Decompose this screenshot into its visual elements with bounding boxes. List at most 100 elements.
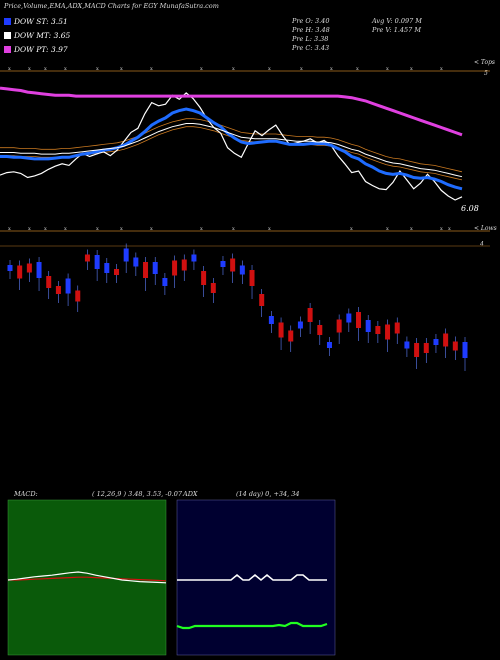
low-tick-mark: x [268, 226, 271, 232]
low-tick-mark: x [44, 226, 47, 232]
candle-down [336, 319, 342, 333]
tops-label: < Tops [474, 59, 496, 66]
candle-up [152, 262, 158, 274]
top-tick-mark: x [410, 66, 413, 72]
low-tick-mark: x [120, 226, 123, 232]
low-tick-mark: x [28, 226, 31, 232]
candle-down [375, 326, 381, 334]
low-tick-mark: x [150, 226, 153, 232]
candle-up [94, 255, 100, 269]
candle-down [201, 271, 207, 285]
top-tick-mark: x [330, 66, 333, 72]
candle-up [326, 342, 332, 348]
candle-down [452, 341, 458, 351]
top-tick-mark: x [300, 66, 303, 72]
legend-swatch [4, 32, 11, 39]
candle-down [17, 265, 23, 279]
adx-label: ADX [183, 490, 198, 498]
legend-swatch [4, 18, 11, 25]
top-tick-mark: x [44, 66, 47, 72]
candle-down [317, 325, 323, 335]
macd-label: MACD: [14, 490, 38, 498]
adx-params: (14 day) 0, +34, 34 [236, 490, 300, 498]
candle-down [55, 286, 61, 294]
low-tick-mark: x [64, 226, 67, 232]
candle-up [36, 262, 42, 278]
low-tick-mark: x [232, 226, 235, 232]
top-tick-mark: x [268, 66, 271, 72]
low-tick-mark: x [8, 226, 11, 232]
candle-up [65, 278, 71, 294]
candle-down [84, 254, 90, 262]
low-tick-mark: x [410, 226, 413, 232]
candle-up [462, 342, 468, 358]
adx-line [177, 574, 327, 581]
candle-down [249, 270, 255, 286]
candle-down [356, 312, 362, 328]
top-tick-mark: x [356, 66, 359, 72]
candle-down [46, 276, 52, 288]
adx-panel-bg [176, 499, 336, 656]
candle-down [181, 259, 187, 271]
top-tick-mark: x [64, 66, 67, 72]
ohlc-high: Pre H: 3.48 [292, 26, 330, 34]
ohlc-avg-volume: Avg V: 0.097 M [372, 17, 422, 25]
candle-up [404, 341, 410, 349]
candle-up [297, 321, 303, 329]
ohlc-open: Pre O: 3.40 [292, 17, 330, 25]
top-tick-mark: x [200, 66, 203, 72]
candle-down [278, 322, 284, 338]
candle-down [113, 269, 119, 275]
candle-up [268, 316, 274, 324]
macd-line-macd [7, 571, 167, 584]
series-line-dow-st [0, 107, 463, 191]
series-line-dow-mt [0, 123, 463, 178]
top-tick-mark: x [28, 66, 31, 72]
candle-down [75, 290, 81, 302]
candle-down [307, 308, 313, 322]
candle-down [143, 262, 149, 278]
candle-down [443, 333, 449, 347]
candle-up [162, 278, 168, 286]
macd-line-signal [8, 576, 167, 582]
top-tick-mark: x [8, 66, 11, 72]
top-tick-mark: x [120, 66, 123, 72]
candle-down [230, 258, 236, 272]
candle-down [423, 343, 429, 353]
candle-up [239, 265, 245, 275]
low-tick-mark: x [200, 226, 203, 232]
top-tick-mark: x [232, 66, 235, 72]
axis-label-5: 5 [484, 70, 488, 77]
last-price-label: 6.08 [461, 204, 479, 213]
candle-down [385, 324, 391, 340]
legend-dow-mt: DOW MT: 3.65 [4, 31, 70, 40]
low-tick-mark: x [96, 226, 99, 232]
candle-down [172, 260, 178, 276]
candle-up [191, 254, 197, 262]
legend-dow-pt: DOW PT: 3.97 [4, 45, 68, 54]
axis-label-4: 4 [480, 241, 484, 248]
top-tick-mark: x [150, 66, 153, 72]
candle-down [394, 322, 400, 334]
candle-up [133, 257, 139, 267]
legend-dow-st: DOW ST: 3.51 [4, 17, 68, 26]
candle-up [220, 261, 226, 267]
ohlc-low: Pre L: 3.38 [292, 35, 329, 43]
top-tick-mark: x [386, 66, 389, 72]
series-line-price [0, 92, 463, 201]
candle-up [433, 339, 439, 345]
candle-up [123, 248, 129, 262]
candle-down [414, 343, 420, 357]
legend-swatch [4, 46, 11, 53]
candle-down [26, 263, 32, 273]
low-tick-mark: x [440, 226, 443, 232]
di-plus-line [176, 621, 328, 630]
candle-down [288, 330, 294, 342]
candle-down [259, 294, 265, 306]
low-tick-mark: x [350, 226, 353, 232]
candle-up [346, 313, 352, 323]
macd-params: ( 12,26,9 ) 3.48, 3.53, -0.07 [92, 490, 182, 498]
low-tick-mark: x [448, 226, 451, 232]
ohlc-pre-volume: Pre V: 1.457 M [372, 26, 422, 34]
